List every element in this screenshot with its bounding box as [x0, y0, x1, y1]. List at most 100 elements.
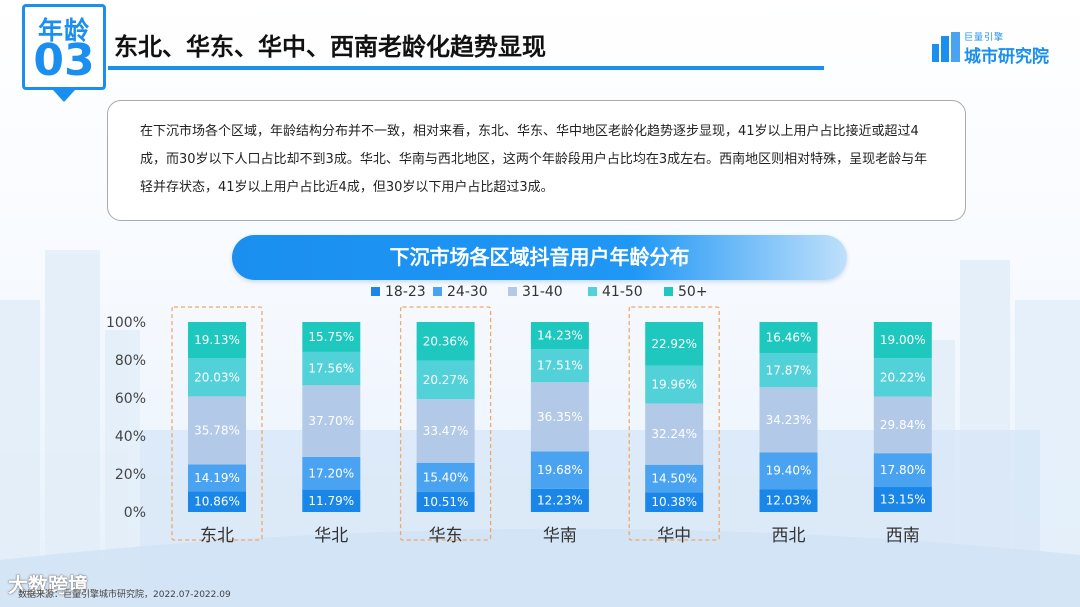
bar-segment [188, 491, 246, 512]
bar-segment [530, 349, 589, 383]
chart-title: 下沉市场各区域抖音用户年龄分布 [232, 235, 847, 280]
data-label: 19.40% [766, 464, 812, 478]
data-label: 17.51% [537, 359, 583, 373]
highlight-box [628, 306, 720, 541]
data-label: 33.47% [423, 424, 469, 438]
data-label: 32.24% [651, 427, 697, 441]
data-label: 14.19% [194, 471, 240, 485]
bar-segment [645, 322, 704, 366]
bar-segment [302, 456, 361, 490]
bar-segment [873, 396, 932, 454]
y-tick-label: 100% [106, 315, 146, 331]
legend-label: 24-30 [447, 284, 488, 300]
legend-label: 18-23 [385, 284, 426, 300]
badge-label: 年龄 [37, 16, 90, 45]
data-label: 15.40% [423, 470, 469, 484]
data-label: 22.92% [651, 337, 697, 351]
bar-segment [645, 492, 704, 512]
data-label: 10.51% [423, 495, 469, 509]
legend-label: 41-50 [602, 284, 643, 300]
brand-logo: 巨量引擎 城市研究院 [932, 30, 1067, 67]
bar-segment [302, 322, 361, 352]
bar-segment [302, 385, 361, 457]
bar-segment [416, 321, 475, 361]
data-label: 14.23% [537, 329, 583, 343]
data-label: 17.20% [308, 466, 354, 480]
badge-pointer [53, 90, 75, 102]
bar-segment [759, 489, 818, 512]
bar-segment [759, 322, 818, 354]
data-label: 36.35% [537, 410, 583, 424]
bar-segment [645, 403, 704, 465]
bar-segment [873, 453, 932, 488]
legend-label: 31-40 [522, 284, 563, 300]
x-tick-label: 华北 [314, 526, 348, 546]
y-tick-label: 80% [115, 353, 146, 369]
data-label: 19.96% [651, 378, 697, 392]
highlight-box [399, 306, 492, 541]
x-tick-label: 东北 [200, 526, 234, 546]
legend-swatch [508, 287, 517, 296]
bar-segment [302, 489, 361, 512]
data-label: 13.15% [880, 493, 926, 507]
section-badge: 年龄 03 [22, 4, 106, 90]
y-tick-label: 40% [115, 429, 146, 445]
data-label: 10.86% [194, 495, 240, 509]
bar-segment [873, 321, 932, 359]
bar-segment [530, 322, 589, 350]
bar-segment [188, 358, 246, 397]
bar-segment [873, 358, 932, 397]
data-label: 35.78% [194, 423, 240, 437]
x-tick-label: 西北 [772, 526, 806, 546]
data-label: 17.56% [308, 362, 354, 376]
data-label: 12.23% [537, 493, 583, 507]
data-label: 20.27% [423, 373, 469, 387]
bar-segment [645, 464, 704, 493]
bar-segment [188, 464, 246, 492]
bar-segment [759, 452, 818, 490]
data-label: 34.23% [766, 413, 812, 427]
badge-number: 03 [33, 35, 95, 86]
title-underline [108, 66, 824, 70]
x-tick-label: 华东 [429, 526, 463, 546]
data-label: 20.36% [423, 334, 469, 348]
watermark: 大数跨境 [8, 573, 88, 597]
data-label: 14.50% [651, 472, 697, 486]
data-label: 19.13% [194, 333, 240, 347]
legend-label: 50+ [678, 284, 708, 300]
data-label: 10.38% [651, 495, 697, 509]
y-tick-label: 0% [124, 505, 146, 521]
data-label: 15.75% [308, 330, 354, 344]
data-label: 19.00% [880, 333, 926, 347]
bar-segment [530, 488, 589, 512]
data-label: 11.79% [308, 494, 354, 508]
city-buildings-icon [932, 32, 960, 62]
data-label: 20.03% [194, 370, 240, 384]
data-label: 12.03% [766, 494, 812, 508]
data-source: 数据来源：巨量引擎城市研究院，2022.07-2022.09 [18, 590, 231, 600]
bar-segment [530, 382, 589, 452]
bar-segment [416, 360, 475, 400]
legend-swatch [588, 287, 597, 296]
bar-segment [759, 387, 818, 453]
bar-segment [759, 353, 818, 388]
data-label: 29.84% [880, 418, 926, 432]
logo-text: 城市研究院 [964, 47, 1049, 67]
data-label: 17.87% [766, 363, 812, 377]
bar-segment [416, 462, 475, 493]
data-label: 37.70% [308, 414, 354, 428]
data-label: 19.68% [537, 463, 583, 477]
data-label: 16.46% [766, 331, 812, 345]
bar-segment [645, 365, 704, 404]
y-tick-label: 20% [115, 467, 146, 483]
bar-segment [873, 487, 932, 512]
bar-segment [530, 451, 589, 489]
legend-swatch [664, 287, 673, 296]
summary-box: 在下沉市场各个区域，年龄结构分布并不一致，相对来看，东北、华东、华中地区老龄化趋… [107, 100, 966, 221]
legend-swatch [371, 287, 380, 296]
summary-text: 在下沉市场各个区域，年龄结构分布并不一致，相对来看，东北、华东、华中地区老龄化趋… [140, 124, 928, 195]
x-tick-label: 华中 [657, 526, 691, 546]
x-tick-label: 华南 [543, 526, 577, 546]
logo-small-text: 巨量引擎 [964, 33, 1005, 43]
